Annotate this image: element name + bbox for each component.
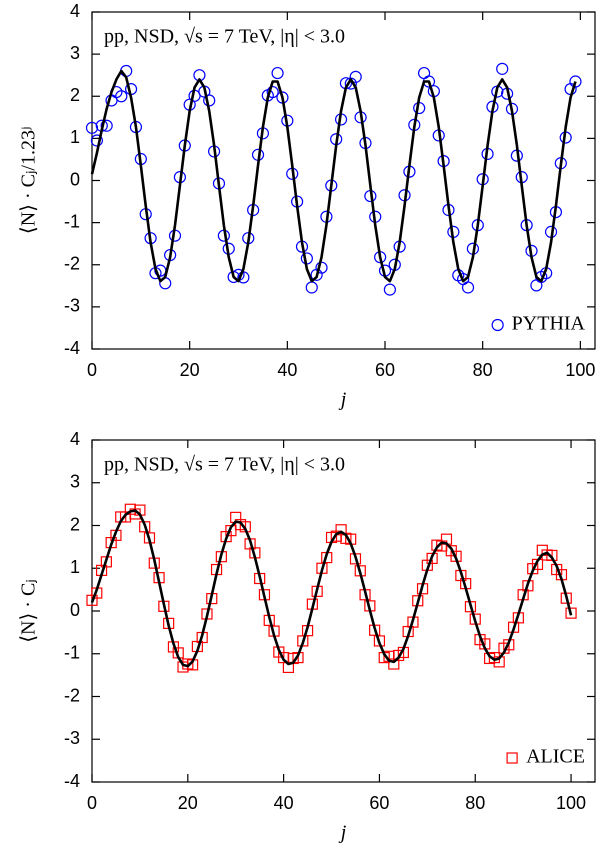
data-point — [271, 66, 284, 80]
annotation: pp, NSD, √s = 7 TeV, |η| < 3.0 — [104, 26, 345, 48]
x-tick-label: 60 — [369, 793, 389, 813]
x-tick-label: 80 — [465, 793, 485, 813]
data-point — [496, 62, 509, 75]
y-axis-label: ⟨N⟩ · Cⱼ/1.23ʲ — [18, 127, 40, 234]
x-tick-label: 40 — [274, 793, 294, 813]
y-tick-label: 4 — [70, 1, 80, 21]
x-tick-label: 0 — [87, 360, 97, 380]
x-axis-label: j — [338, 822, 347, 844]
y-tick-label: 2 — [70, 514, 80, 534]
fit-curve — [90, 509, 573, 668]
x-tick-label: 40 — [277, 360, 297, 380]
data-point — [90, 134, 103, 147]
y-tick-label: 2 — [70, 85, 80, 105]
y-tick-label: 3 — [70, 472, 80, 492]
x-tick-label: 100 — [565, 360, 595, 380]
y-axis-label: ⟨N⟩ · Cⱼ — [18, 579, 40, 643]
y-tick-label: -4 — [64, 771, 80, 791]
data-point — [349, 70, 362, 83]
annotation: pp, NSD, √s = 7 TeV, |η| < 3.0 — [104, 454, 345, 476]
x-tick-label: 80 — [473, 360, 493, 380]
data-point — [305, 281, 318, 294]
y-tick-label: -1 — [64, 211, 80, 231]
data-point — [383, 283, 396, 296]
legend-marker — [506, 752, 518, 764]
y-tick-label: 3 — [70, 43, 80, 63]
data-point — [565, 607, 577, 619]
data-point — [426, 552, 438, 565]
y-tick-label: -3 — [64, 728, 80, 748]
x-axis-label: j — [338, 389, 347, 411]
plot-frame — [91, 11, 596, 350]
x-tick-label: 20 — [180, 360, 200, 380]
legend-label: PYTHIA — [512, 313, 586, 335]
data-point — [100, 119, 113, 132]
data-point — [461, 281, 475, 294]
y-tick-label: 1 — [70, 557, 80, 577]
data-point — [266, 85, 279, 99]
y-tick-label: 4 — [70, 429, 80, 449]
y-tick-label: -2 — [64, 254, 80, 274]
x-tick-label: 100 — [556, 793, 586, 813]
data-point — [85, 121, 99, 134]
y-tick-label: 1 — [70, 127, 80, 147]
y-tick-label: -2 — [64, 685, 80, 705]
y-tick-label: -1 — [64, 643, 80, 663]
x-tick-label: 20 — [178, 793, 198, 813]
y-tick-label: 0 — [70, 169, 80, 189]
legend-marker — [491, 318, 504, 332]
y-tick-label: -3 — [64, 296, 80, 316]
data-point — [546, 549, 558, 562]
legend-label: ALICE — [526, 746, 585, 768]
data-point — [115, 90, 128, 103]
data-point — [417, 66, 431, 80]
x-tick-label: 60 — [375, 360, 395, 380]
y-tick-label: -4 — [64, 338, 80, 358]
y-tick-label: 0 — [70, 600, 80, 620]
x-tick-label: 0 — [87, 793, 97, 813]
data-point — [569, 75, 582, 88]
fit-curve — [90, 69, 577, 283]
